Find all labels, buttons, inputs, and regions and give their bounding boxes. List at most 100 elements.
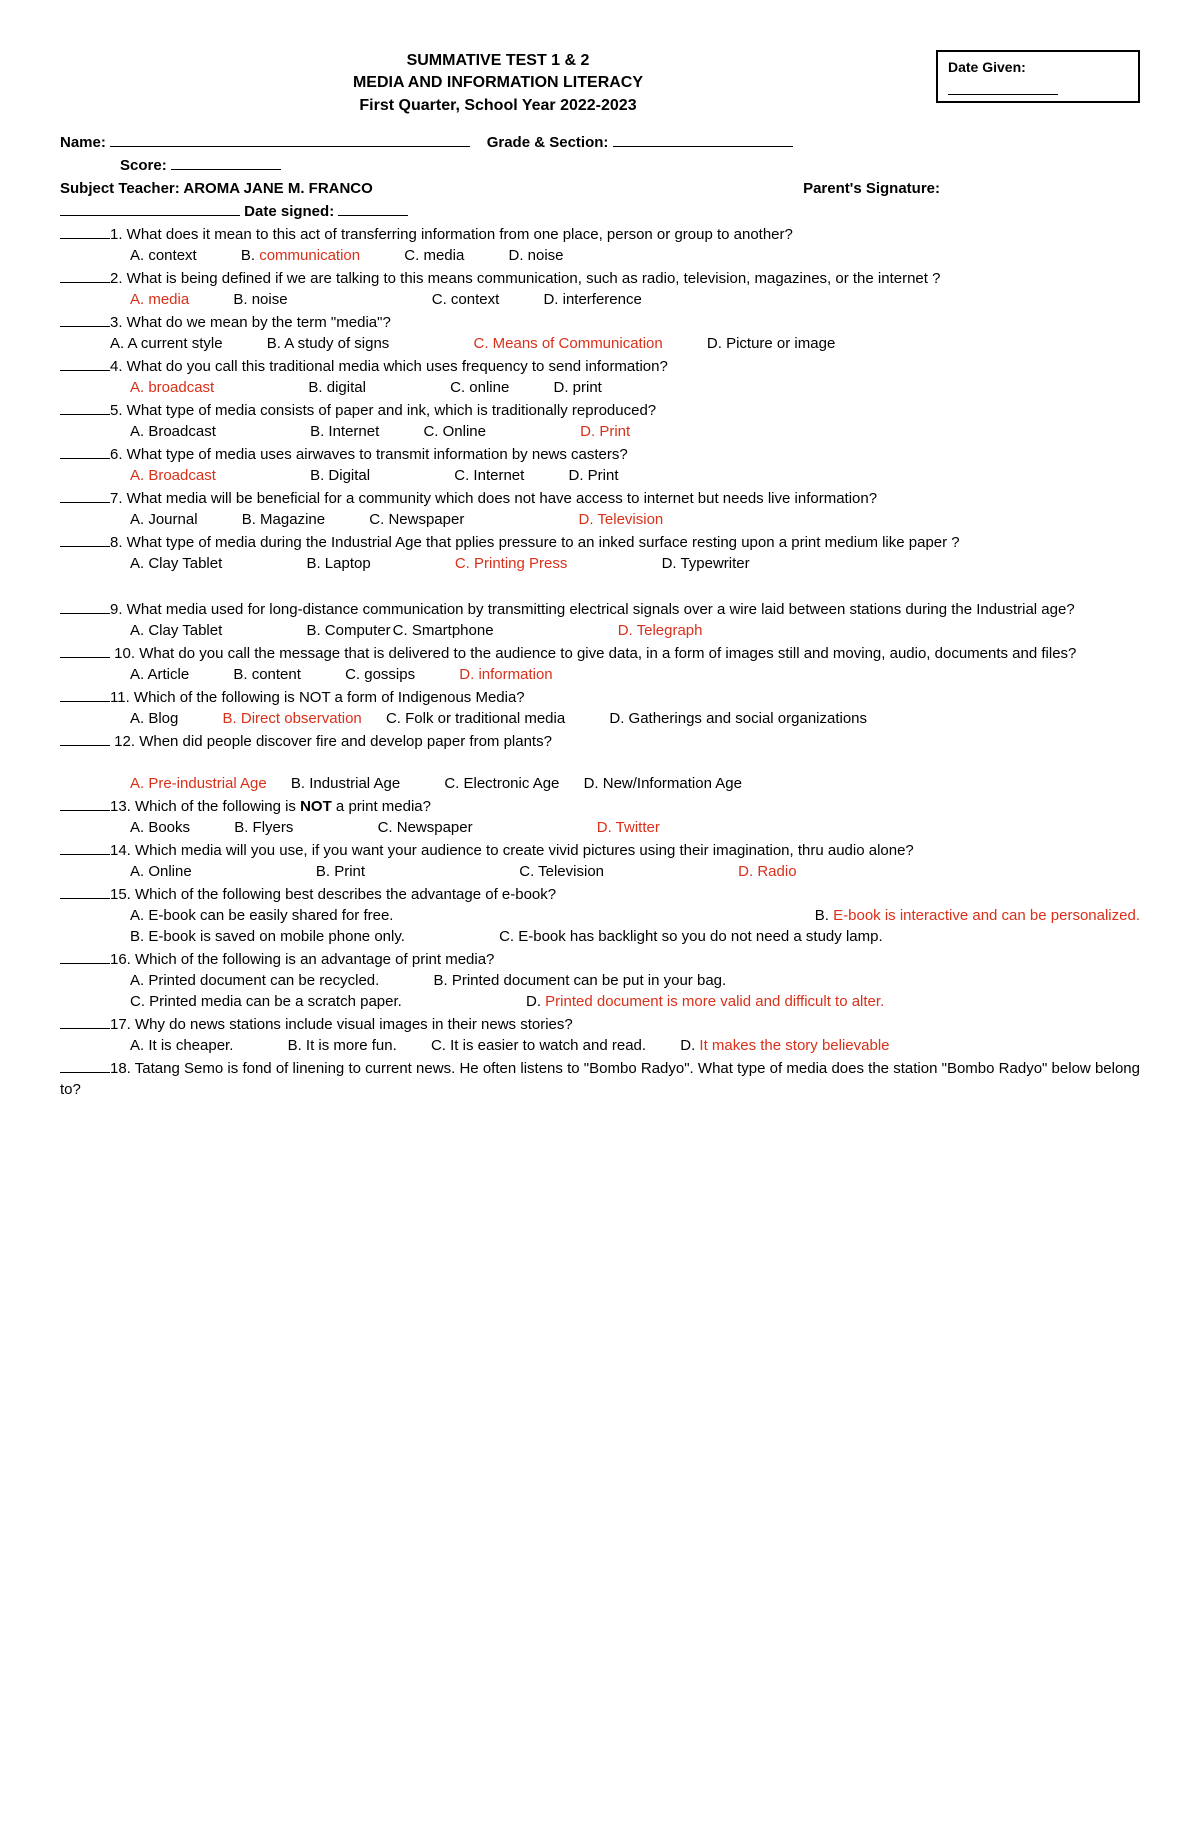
q10-c: C. gossips: [345, 664, 415, 685]
q7-d: D. Television: [579, 509, 664, 530]
parent-sig-blank[interactable]: [60, 201, 240, 216]
q13-choices: A. Books B. Flyers C. Newspaper D. Twitt…: [60, 817, 1140, 838]
answer-blank-15[interactable]: [60, 884, 110, 899]
question-14: 14. Which media will you use, if you wan…: [60, 840, 1140, 861]
q1-choices: A. context B. communication C. media D. …: [60, 245, 1140, 266]
answer-blank-5[interactable]: [60, 400, 110, 415]
q16-b: B. Printed document can be put in your b…: [433, 972, 726, 989]
q3-text: 3. What do we mean by the term "media"?: [110, 314, 391, 331]
name-blank[interactable]: [110, 132, 470, 147]
info-name-row: Name: Grade & Section:: [60, 132, 1140, 153]
q15-c: B. E-book is saved on mobile phone only.: [60, 928, 405, 945]
answer-blank-9[interactable]: [60, 599, 110, 614]
q14-d: D. Radio: [738, 861, 796, 882]
q6-d: D. Print: [568, 465, 618, 486]
answer-blank-11[interactable]: [60, 687, 110, 702]
q18-text: 18. Tatang Semo is fond of linening to c…: [60, 1060, 1140, 1098]
q17-d: D. It makes the story believable: [680, 1037, 889, 1054]
answer-blank-12[interactable]: [60, 731, 110, 746]
answer-blank-3[interactable]: [60, 312, 110, 327]
answer-blank-4[interactable]: [60, 356, 110, 371]
q15-choices: A. E-book can be easily shared for free.…: [60, 905, 1140, 926]
q1-a: A. context: [130, 245, 197, 266]
answer-blank-13[interactable]: [60, 796, 110, 811]
q6-choices: A. Broadcast B. Digital C. Internet D. P…: [60, 465, 1140, 486]
q5-text: 5. What type of media consists of paper …: [110, 402, 656, 419]
q10-choices: A. Article B. content C. gossips D. info…: [60, 664, 1140, 685]
question-2: 2. What is being defined if we are talki…: [60, 268, 1140, 289]
q11-d: D. Gatherings and social organizations: [609, 710, 867, 727]
q7-b: B. Magazine: [242, 509, 325, 530]
q17-a: A. It is cheaper.: [60, 1037, 233, 1054]
q9-a: A. Clay Tablet: [130, 620, 222, 641]
answer-blank-18[interactable]: [60, 1058, 110, 1073]
question-4: 4. What do you call this traditional med…: [60, 356, 1140, 377]
question-18: 18. Tatang Semo is fond of linening to c…: [60, 1058, 1140, 1100]
question-13: 13. Which of the following is NOT a prin…: [60, 796, 1140, 817]
answer-blank-10[interactable]: [60, 643, 110, 658]
q5-b: B. Internet: [310, 421, 379, 442]
q8-d: D. Typewriter: [662, 553, 750, 574]
q10-text: 10. What do you call the message that is…: [114, 645, 1076, 662]
q11-choices: A. Blog B. Direct observation C. Folk or…: [60, 708, 1140, 729]
answer-blank-2[interactable]: [60, 268, 110, 283]
q1-text: 1. What does it mean to this act of tran…: [110, 226, 793, 243]
answer-blank-6[interactable]: [60, 444, 110, 459]
q9-b: B. Computer: [306, 620, 390, 641]
answer-blank-16[interactable]: [60, 949, 110, 964]
q10-d: D. information: [459, 664, 552, 685]
q11-text: 11. Which of the following is NOT a form…: [110, 689, 525, 706]
q5-choices: A. Broadcast B. Internet C. Online D. Pr…: [60, 421, 1140, 442]
q2-b: B. noise: [233, 289, 287, 310]
title-line-1: SUMMATIVE TEST 1 & 2: [60, 50, 936, 72]
title-line-2: MEDIA AND INFORMATION LITERACY: [60, 72, 936, 94]
q12-d: D. New/Information Age: [584, 775, 742, 792]
grade-blank[interactable]: [613, 132, 793, 147]
q2-text: 2. What is being defined if we are talki…: [110, 270, 940, 287]
q6-a: A. Broadcast: [130, 465, 216, 486]
q16-a: A. Printed document can be recycled.: [60, 972, 379, 989]
q16-choices: A. Printed document can be recycled. B. …: [60, 970, 1140, 1012]
q12-choices: A. Pre-industrial Age B. Industrial Age …: [60, 773, 1140, 794]
answer-blank-17[interactable]: [60, 1014, 110, 1029]
question-6: 6. What type of media uses airwaves to t…: [60, 444, 1140, 465]
q15-choices2: B. E-book is saved on mobile phone only.…: [60, 926, 1140, 947]
info-datesigned-row: Date signed:: [60, 201, 1140, 222]
date-given-blank[interactable]: [948, 80, 1058, 95]
date-given-box: Date Given:: [936, 50, 1140, 103]
question-3: 3. What do we mean by the term "media"?: [60, 312, 1140, 333]
answer-blank-14[interactable]: [60, 840, 110, 855]
answer-blank-7[interactable]: [60, 488, 110, 503]
q15-a: A. E-book can be easily shared for free.: [60, 907, 393, 924]
q1-d: D. noise: [508, 245, 563, 266]
q14-text: 14. Which media will you use, if you wan…: [110, 842, 914, 859]
q10-a: A. Article: [130, 664, 189, 685]
question-5: 5. What type of media consists of paper …: [60, 400, 1140, 421]
q13-a: A. Books: [130, 817, 190, 838]
q7-text: 7. What media will be beneficial for a c…: [110, 490, 877, 507]
question-11: 11. Which of the following is NOT a form…: [60, 687, 1140, 708]
q16-d: D. Printed document is more valid and di…: [526, 993, 884, 1010]
answer-blank-1[interactable]: [60, 224, 110, 239]
question-7: 7. What media will be beneficial for a c…: [60, 488, 1140, 509]
q15-text: 15. Which of the following best describe…: [110, 886, 556, 903]
q14-b: B. Print: [316, 861, 365, 882]
header-row: SUMMATIVE TEST 1 & 2 MEDIA AND INFORMATI…: [60, 50, 1140, 117]
q2-a: A. media: [130, 289, 189, 310]
q11-b: B. Direct observation: [223, 708, 362, 729]
score-blank[interactable]: [171, 155, 281, 170]
q2-choices: A. media B. noise C. context D. interfer…: [60, 289, 1140, 310]
datesigned-blank[interactable]: [338, 201, 408, 216]
question-1: 1. What does it mean to this act of tran…: [60, 224, 1140, 245]
q3-a: A. A current style: [110, 333, 223, 354]
q13-text2: a print media?: [332, 798, 431, 815]
q16-c: C. Printed media can be a scratch paper.: [60, 993, 402, 1010]
q14-a: A. Online: [130, 861, 192, 882]
q4-text: 4. What do you call this traditional med…: [110, 358, 668, 375]
q6-b: B. Digital: [310, 465, 370, 486]
answer-blank-8[interactable]: [60, 532, 110, 547]
question-8: 8. What type of media during the Industr…: [60, 532, 1140, 553]
q14-c: C. Television: [519, 861, 604, 882]
q1-b: B. communication: [241, 245, 360, 266]
q5-d: D. Print: [580, 421, 630, 442]
